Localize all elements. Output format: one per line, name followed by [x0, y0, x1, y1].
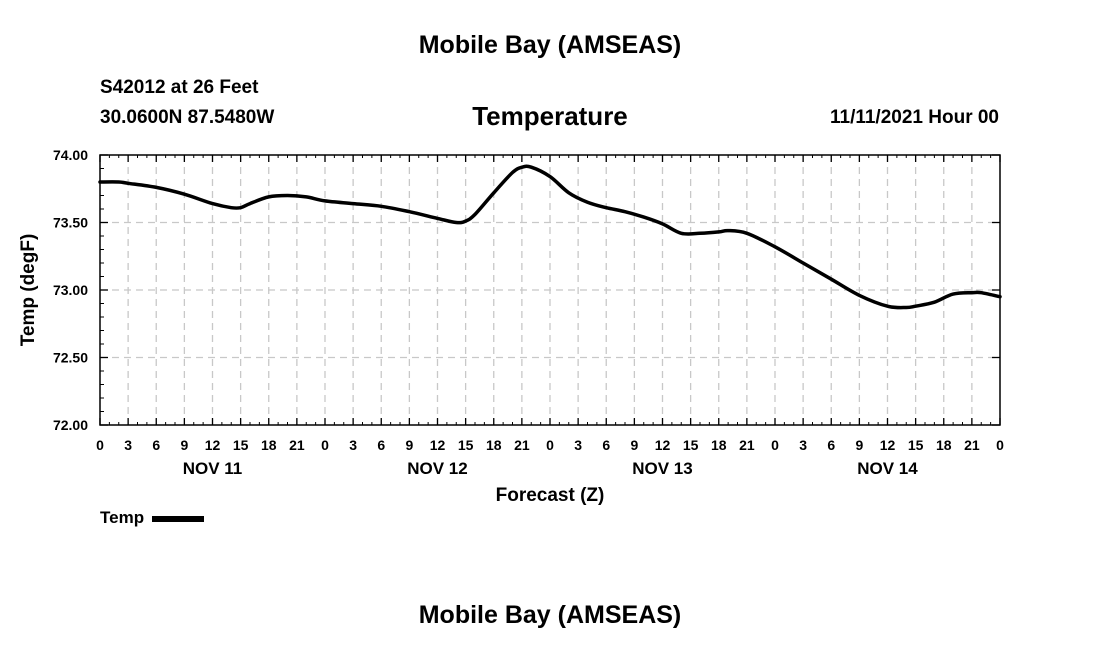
x-tick-label: 18 — [486, 437, 502, 453]
chart-legend: Temp — [100, 508, 205, 528]
x-tick-label: 9 — [630, 437, 638, 453]
y-axis-title: Temp (degF) — [18, 234, 39, 347]
x-tick-label: 6 — [602, 437, 610, 453]
x-tick-label: 0 — [996, 437, 1004, 453]
x-tick-label: 15 — [458, 437, 474, 453]
chart-grid — [100, 155, 1000, 425]
x-tick-label: 0 — [321, 437, 329, 453]
x-tick-label: 15 — [683, 437, 699, 453]
x-axis-title: Forecast (Z) — [496, 485, 605, 506]
x-tick-label: 21 — [514, 437, 530, 453]
chart-title-text: Temperature — [472, 101, 628, 131]
legend-label-temp: Temp — [100, 508, 145, 527]
y-tick-label: 73.50 — [53, 215, 88, 231]
x-tick-label: 9 — [180, 437, 188, 453]
x-tick-label: 3 — [349, 437, 357, 453]
x-tick-label: 12 — [880, 437, 896, 453]
x-tick-label: 12 — [430, 437, 446, 453]
legend-swatch-temp — [152, 516, 205, 522]
coordinates-label: 30.0600N 87.5480W — [100, 107, 275, 128]
page-title: Mobile Bay (AMSEAS) — [418, 31, 682, 59]
forecast-date-label: 11/11/2021 Hour 00 — [829, 107, 999, 128]
x-tick-label: 3 — [124, 437, 132, 453]
x-tick-labels: 0 3 6 9 12 15 18 21 0 3 6 9 12 15 18 21 0 3 6 9 12 15 18 21 0 3 6 9… — [96, 437, 1004, 453]
x-tick-label: 6 — [152, 437, 160, 453]
x-tick-label: 3 — [799, 437, 807, 453]
x-tick-label: 21 — [739, 437, 755, 453]
x-tick-label: 12 — [205, 437, 221, 453]
y-tick-label: 72.50 — [53, 350, 88, 366]
x-tick-label: 0 — [771, 437, 779, 453]
x-tick-label: 6 — [827, 437, 835, 453]
footer-title: Mobile Bay (AMSEAS) — [418, 601, 682, 629]
station-label: S42012 at 26 Feet — [100, 77, 259, 98]
x-tick-label: 18 — [261, 437, 277, 453]
x-tick-label: 0 — [96, 437, 104, 453]
x-tick-label: 15 — [908, 437, 924, 453]
x-tick-label: 9 — [855, 437, 863, 453]
x-tick-label: 3 — [574, 437, 582, 453]
x-tick-label: 6 — [377, 437, 385, 453]
x-tick-label: 9 — [405, 437, 413, 453]
x-tick-label: 18 — [711, 437, 727, 453]
day-label: NOV 14 — [857, 459, 918, 478]
x-tick-label: 21 — [289, 437, 305, 453]
x-tick-label: 21 — [964, 437, 980, 453]
plot-frame — [99, 154, 1001, 426]
y-tick-label: 74.00 — [53, 147, 88, 163]
chart-title: Temperature — [0, 101, 1100, 132]
y-tick-label: 72.00 — [53, 417, 88, 433]
y-tick-label: 73.00 — [53, 282, 88, 298]
x-tick-label: 15 — [233, 437, 249, 453]
day-label: NOV 13 — [632, 459, 692, 478]
y-tick-labels: 74.00 73.50 73.00 72.50 72.00 — [53, 147, 88, 433]
x-tick-label: 0 — [546, 437, 554, 453]
day-label: NOV 12 — [407, 459, 467, 478]
x-tick-label: 18 — [936, 437, 952, 453]
day-labels: NOV 11 NOV 12 NOV 13 NOV 14 — [183, 459, 919, 478]
day-label: NOV 11 — [183, 459, 243, 478]
series-line-temp — [98, 164, 1002, 310]
x-tick-label: 12 — [655, 437, 671, 453]
